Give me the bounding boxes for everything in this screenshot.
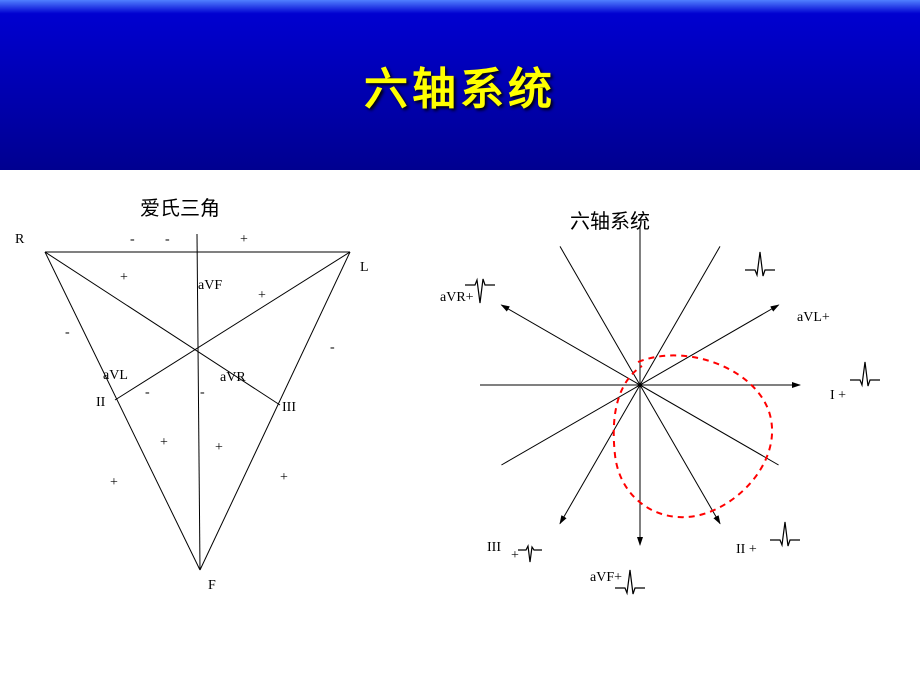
triangle-label: aVR (220, 370, 246, 386)
hexaxial-label: + (511, 548, 519, 564)
triangle-label: + (240, 232, 248, 248)
slide-header: 六轴系统 (0, 0, 920, 170)
triangle-label: aVF (198, 278, 222, 294)
triangle-label: R (15, 232, 24, 248)
hexaxial-label: II + (736, 542, 757, 558)
triangle-label: + (120, 270, 128, 286)
hexaxial-label: I + (830, 388, 846, 404)
triangle-label: + (110, 475, 118, 491)
triangle-label: - (65, 325, 70, 341)
triangle-label: + (280, 470, 288, 486)
triangle-label: III (282, 400, 296, 416)
ecg-waveforms (465, 252, 880, 594)
triangle-label: F (208, 578, 216, 594)
diagram-svg (0, 170, 920, 690)
hexaxial-label: aVR+ (440, 290, 474, 306)
triangle-label: - (330, 340, 335, 356)
triangle-label: - (145, 385, 150, 401)
triangle-label: + (258, 288, 266, 304)
hexaxial-label: III (487, 540, 501, 556)
triangle-label: aVL (103, 368, 128, 384)
hexaxial-system (480, 225, 800, 545)
triangle-label: - (130, 232, 135, 248)
page-title: 六轴系统 (364, 53, 556, 117)
triangle-label: L (360, 260, 369, 276)
triangle-label: - (165, 232, 170, 248)
triangle-label: II (96, 395, 105, 411)
triangle-label: + (215, 440, 223, 456)
triangle-label: - (200, 385, 205, 401)
hexaxial-label: aVF+ (590, 570, 622, 586)
triangle-label: + (160, 435, 168, 451)
hexaxial-label: aVL+ (797, 310, 830, 326)
diagram-area: 爱氏三角 六轴系统 RLFaVFaVLaVRIIIII--+++---++-++… (0, 170, 920, 690)
